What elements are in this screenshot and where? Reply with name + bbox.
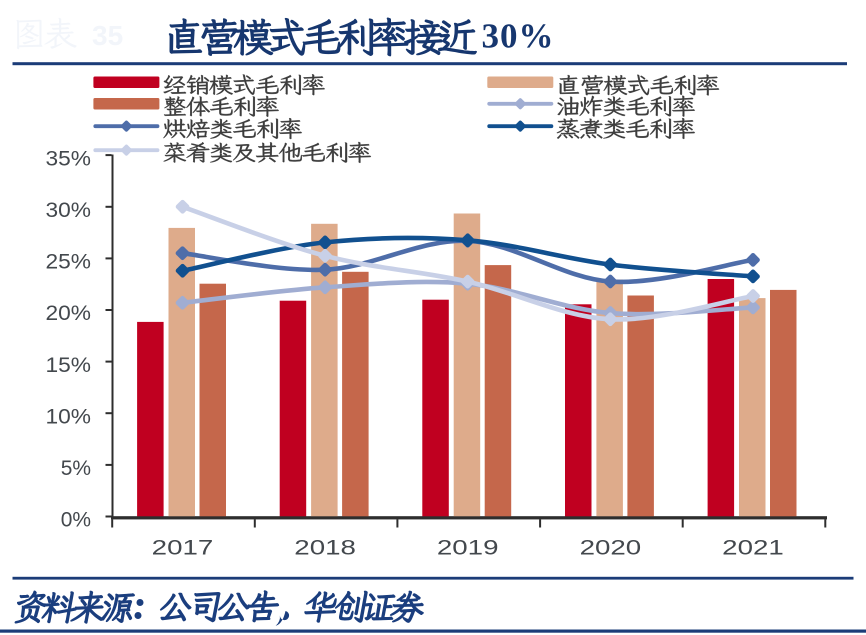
svg-text:2021: 2021: [722, 537, 784, 560]
svg-text:2018: 2018: [294, 537, 356, 560]
svg-text:2017: 2017: [152, 537, 214, 560]
svg-text:5%: 5%: [61, 457, 91, 480]
svg-text:35%: 35%: [46, 147, 92, 170]
svg-text:2019: 2019: [437, 537, 499, 560]
svg-text:30%: 30%: [482, 17, 555, 56]
svg-text:35: 35: [92, 20, 123, 51]
svg-text:20%: 20%: [46, 302, 92, 325]
svg-text:15%: 15%: [46, 354, 92, 377]
svg-text:0%: 0%: [61, 509, 91, 532]
svg-text:10%: 10%: [46, 405, 92, 428]
svg-text:30%: 30%: [46, 199, 92, 222]
svg-text:25%: 25%: [46, 251, 92, 274]
svg-text:2020: 2020: [580, 537, 642, 560]
